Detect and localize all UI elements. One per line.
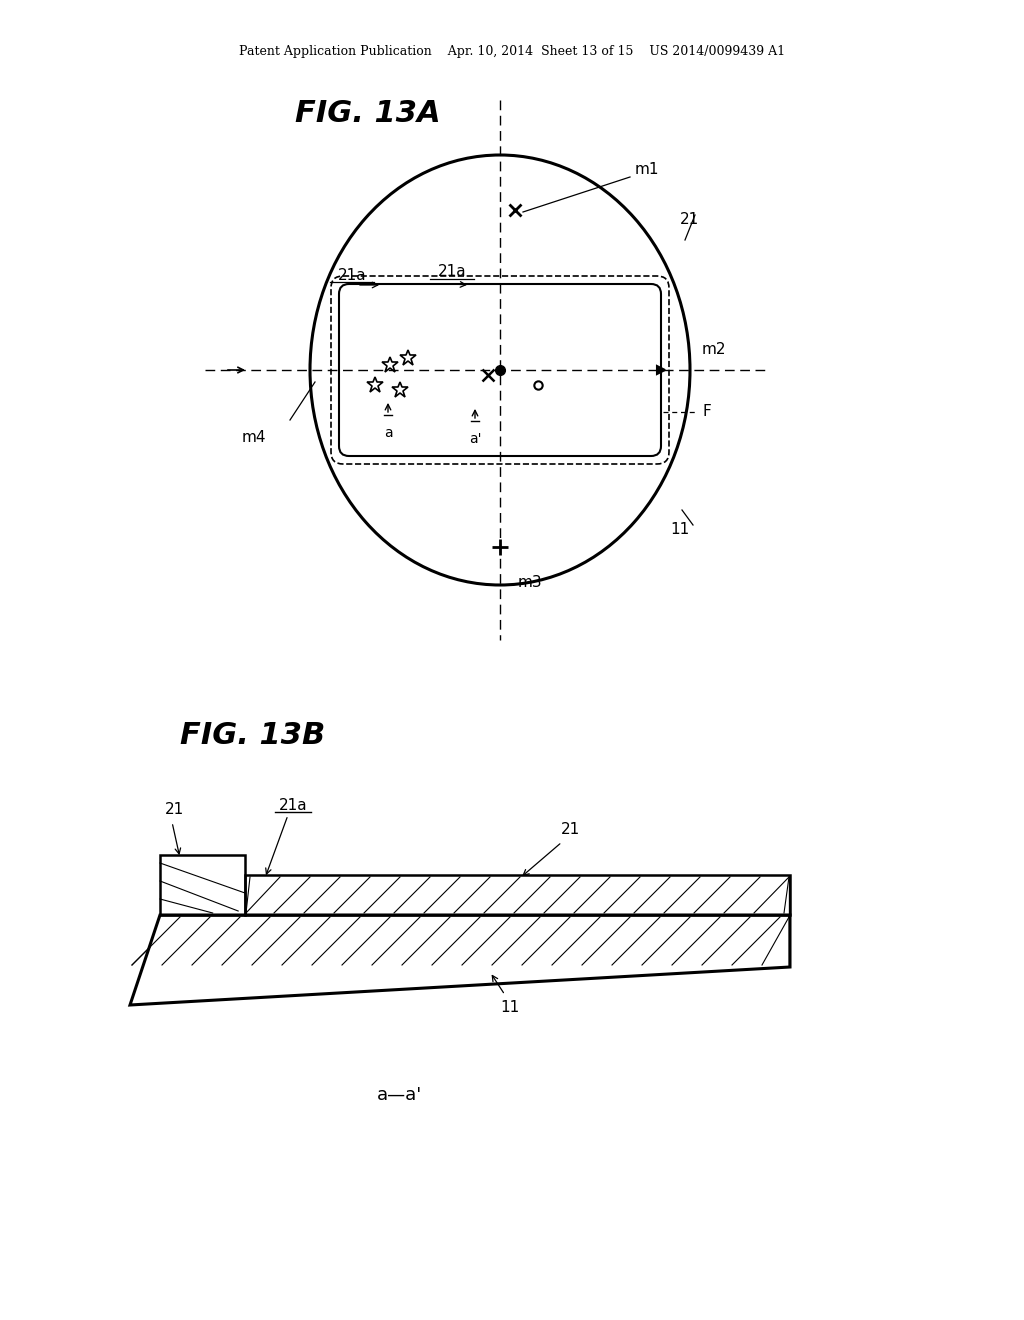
Text: Patent Application Publication    Apr. 10, 2014  Sheet 13 of 15    US 2014/00994: Patent Application Publication Apr. 10, … (239, 45, 785, 58)
Text: 21: 21 (680, 213, 699, 227)
Text: 21a: 21a (437, 264, 466, 280)
Text: 21a: 21a (279, 797, 307, 813)
Text: a: a (384, 426, 392, 440)
Text: F: F (702, 404, 711, 420)
Text: 21: 21 (165, 803, 184, 817)
Text: m2: m2 (702, 342, 726, 358)
Text: 21a: 21a (338, 268, 367, 282)
Text: FIG. 13A: FIG. 13A (295, 99, 440, 128)
Text: FIG. 13B: FIG. 13B (180, 721, 326, 750)
Text: a—a': a—a' (378, 1086, 423, 1104)
Text: 11: 11 (501, 999, 519, 1015)
Text: 21: 21 (560, 822, 580, 837)
Text: 11: 11 (670, 523, 689, 537)
Text: m3: m3 (518, 576, 543, 590)
Text: m4: m4 (242, 430, 266, 446)
Text: m1: m1 (635, 162, 659, 177)
Text: a': a' (469, 432, 481, 446)
